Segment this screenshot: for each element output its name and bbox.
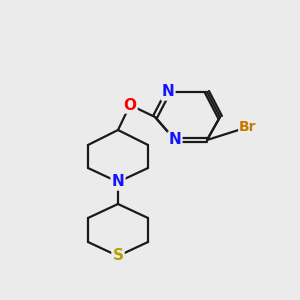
Text: N: N [162, 85, 174, 100]
Text: N: N [169, 133, 182, 148]
Text: O: O [124, 98, 136, 112]
Text: Br: Br [239, 120, 257, 134]
Text: N: N [112, 175, 124, 190]
Text: S: S [112, 248, 124, 263]
